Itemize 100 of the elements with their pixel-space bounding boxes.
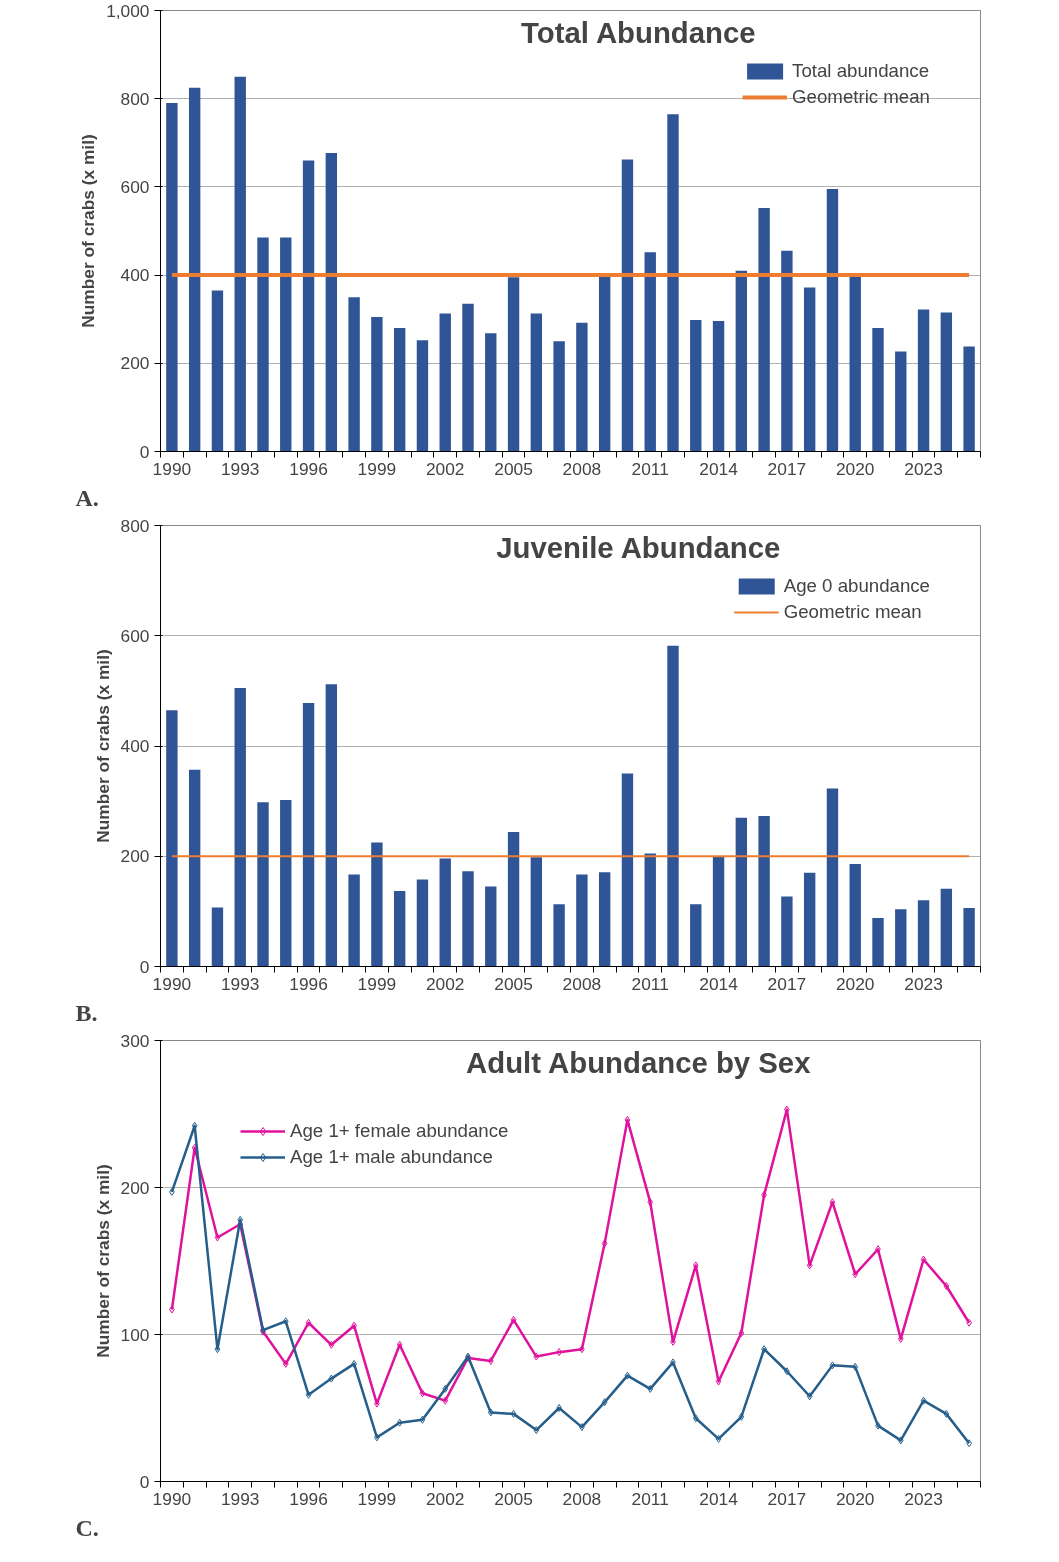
bar: [280, 800, 292, 967]
x-tick-label: 2023: [904, 458, 943, 479]
x-tick-label: 1996: [289, 458, 328, 479]
point: [510, 1409, 517, 1418]
y-tick-label: 200: [120, 1177, 150, 1198]
x-tick-label: 1996: [289, 973, 328, 994]
point: [328, 1374, 335, 1383]
point: [556, 1404, 562, 1412]
bar: [758, 816, 770, 967]
point: [419, 1389, 426, 1398]
point: [282, 1317, 289, 1326]
point: [738, 1412, 745, 1421]
point: [897, 1436, 904, 1445]
point: [920, 1396, 927, 1405]
point: [442, 1384, 449, 1393]
chart-title: Total Abundance: [520, 15, 756, 49]
y-tick-label: 600: [120, 176, 150, 197]
legend-label: Geometric mean: [792, 86, 930, 108]
legend-label: Total abundance: [792, 60, 930, 82]
point: [920, 1255, 927, 1264]
bar: [826, 788, 839, 967]
bar: [781, 896, 793, 967]
bar: [690, 320, 702, 452]
bar: [690, 904, 702, 967]
bar: [188, 769, 201, 967]
y-tick-label: 800: [120, 88, 150, 109]
bar: [621, 773, 634, 967]
bar: [667, 645, 679, 967]
bar: [302, 160, 315, 452]
bar: [325, 152, 338, 452]
bar: [644, 252, 656, 452]
x-tick-label: 2002: [425, 973, 465, 994]
bar: [371, 842, 383, 967]
x-tick-label: 2008: [562, 458, 602, 479]
point: [943, 1409, 950, 1418]
x-tick-label: 2002: [425, 458, 465, 479]
bar: [940, 888, 953, 967]
x-tick-label: 2011: [631, 973, 669, 994]
bar: [393, 890, 406, 967]
bar: [166, 103, 178, 452]
y-tick-label: 0: [139, 441, 150, 462]
text: B.: [75, 999, 98, 1026]
text: C.: [75, 1514, 99, 1541]
x-tick-label: 2005: [494, 1488, 533, 1509]
point: [601, 1398, 608, 1407]
bar: [211, 907, 224, 967]
bar: [257, 802, 269, 967]
x-tick-label: 2011: [631, 458, 669, 479]
x-tick-label: 2023: [904, 973, 943, 994]
bar: [644, 853, 656, 967]
bar: [462, 871, 474, 967]
point: [419, 1415, 426, 1424]
bar: [735, 270, 748, 452]
y-axis-title: Number of crabs (x mil): [92, 649, 113, 843]
x-tick-label: 2017: [767, 1488, 807, 1509]
bar: [348, 297, 360, 452]
chart-title: Juvenile Abundance: [496, 530, 781, 564]
point: [510, 1315, 517, 1324]
legend-label: Age 1+ female abundance: [290, 1120, 509, 1142]
bar: [781, 250, 793, 452]
point: [624, 1371, 631, 1380]
bar: [598, 275, 611, 452]
point: [601, 1239, 608, 1248]
x-tick-label: 2011: [631, 1488, 669, 1509]
point: [442, 1396, 449, 1405]
x-tick-label: 2014: [699, 1488, 739, 1509]
y-tick-label: 0: [139, 956, 150, 977]
x-tick-label: 2008: [562, 1488, 602, 1509]
point: [647, 1198, 654, 1207]
y-tick-label: 200: [120, 846, 150, 867]
x-tick-label: 1999: [357, 973, 397, 994]
x-tick-label: 2017: [767, 973, 807, 994]
legend-label: Geometric mean: [783, 601, 922, 623]
x-tick-label: 2005: [494, 973, 533, 994]
y-tick-label: 400: [120, 736, 150, 756]
y-axis-title: Number of crabs (x mil): [78, 134, 99, 328]
x-tick-label: 2002: [425, 1488, 465, 1509]
bar: [872, 917, 884, 967]
bar: [553, 341, 565, 452]
bar: [963, 346, 975, 452]
bar: [371, 316, 383, 452]
x-tick-label: 2008: [562, 973, 602, 994]
x-tick-label: 1990: [152, 973, 192, 994]
point: [282, 1359, 289, 1368]
bar: [826, 189, 839, 452]
x-tick-label: 1993: [220, 973, 260, 994]
y-tick-label: 300: [120, 1030, 150, 1051]
point: [305, 1318, 312, 1327]
bar: [234, 76, 246, 452]
x-tick-label: 1999: [357, 1488, 397, 1509]
bar: [507, 831, 520, 967]
bar: [234, 688, 246, 967]
bar: [188, 87, 201, 452]
x-tick-label: 1993: [220, 1488, 260, 1509]
bar: [166, 710, 178, 967]
bar: [735, 817, 748, 967]
bar: [872, 328, 884, 452]
bar: [917, 900, 930, 967]
bar: [257, 237, 269, 452]
bar: [895, 909, 907, 967]
